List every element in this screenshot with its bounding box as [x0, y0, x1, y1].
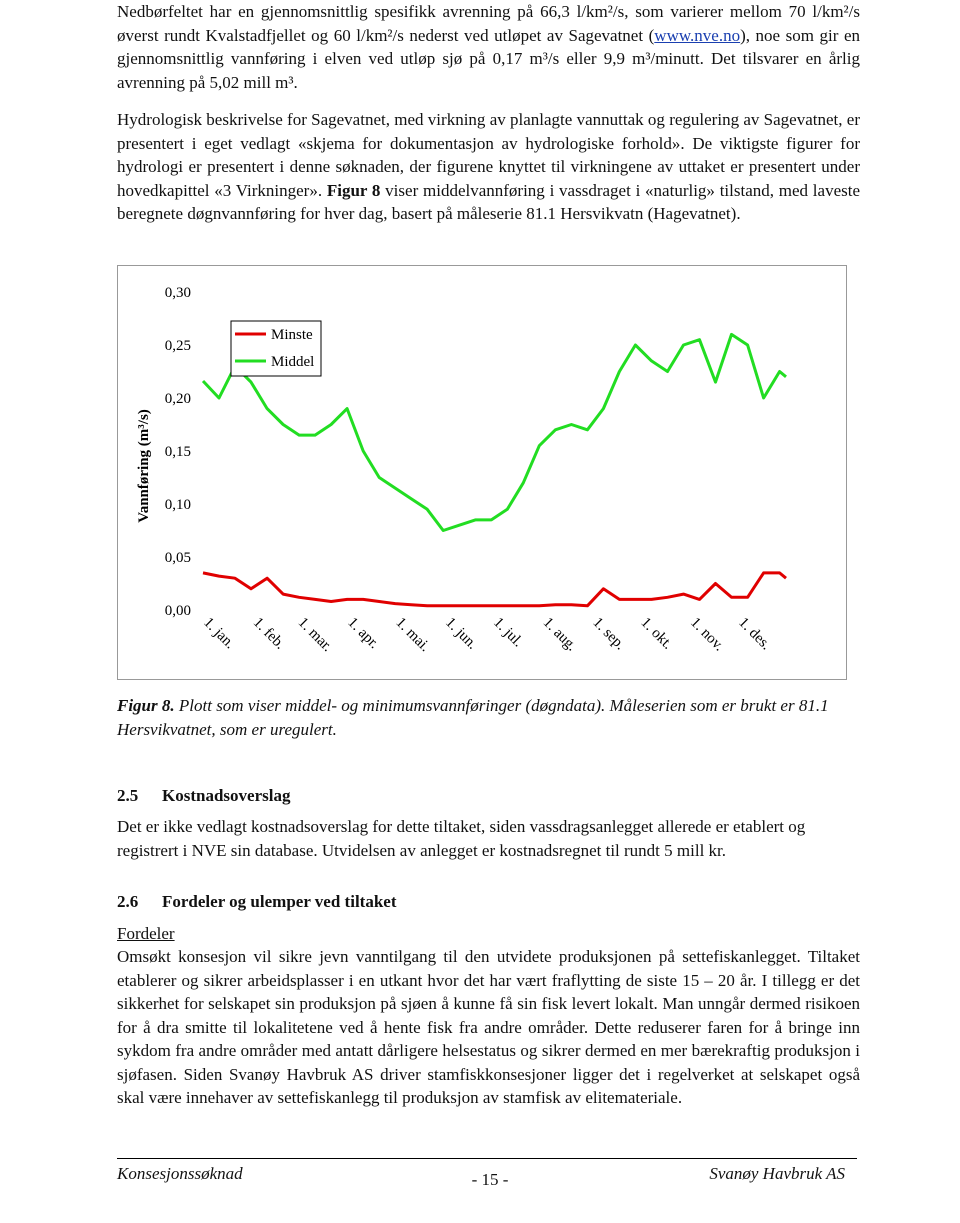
x-tick-label: 1. jul. [490, 615, 526, 651]
legend-label: Middel [271, 354, 314, 370]
x-tick-label: 1. apr. [344, 615, 382, 653]
x-tick-label: 1. des. [735, 615, 774, 654]
chart: 0,00 0,05 0,10 0,15 0,20 0,25 0,30 1. jan. 1. fe… [136, 285, 787, 655]
y-tick-label: 0,10 [165, 497, 191, 513]
paragraph: Hydrologisk beskrivelse for Sagevatnet, … [117, 108, 860, 226]
legend-label: Minste [271, 327, 313, 343]
x-tick-label: 1. sep. [589, 615, 628, 654]
x-tick-label: 1. nov. [687, 615, 727, 655]
x-tick-label: 1. feb. [250, 615, 288, 653]
footer-right: Svanøy Havbruk AS [709, 1164, 845, 1183]
series-line [202, 571, 787, 608]
x-tick-label: 1. okt. [637, 615, 675, 653]
section-heading: 2.5 Kostnadsoverslag [117, 784, 290, 808]
paragraph: Det er ikke vedlagt kostnadsoverslag for… [117, 817, 806, 860]
series-line [201, 332, 787, 532]
y-tick-label: 0,05 [165, 550, 191, 566]
section-title: Fordeler og ulemper ved tiltaket [162, 892, 397, 911]
x-tick-label: 1. jun. [442, 615, 480, 653]
figure-ref: Figur 8 [326, 180, 381, 200]
x-tick-label: 1. jan. [200, 615, 238, 653]
caption-text: Plott som viser middel- og minimumsvannf… [117, 696, 829, 739]
y-tick-label: 0,25 [165, 338, 191, 354]
y-tick-label: 0,15 [165, 444, 191, 460]
section-number: 2.5 [117, 786, 139, 805]
section-number: 2.6 [117, 892, 139, 911]
caption: Figur 8. Plott som viser middel- og mini… [117, 694, 860, 741]
paragraph: Nedbørfeltet har en gjennomsnittlig spes… [117, 0, 860, 94]
y-tick-label: 0,00 [165, 603, 191, 619]
y-tick-label: 0,20 [165, 391, 191, 407]
text: Nedbørfeltet har en gjennomsnittlig spes… [117, 2, 860, 45]
x-tick-label: 1. mai. [392, 615, 432, 655]
text: Hydrologisk beskrivelse for Sagevatnet, … [117, 110, 860, 200]
paragraph: Omsøkt konsesjon vil sikre jevn vanntilg… [117, 947, 860, 1107]
text: viser middelvannføring i vassdraget i «n… [117, 180, 860, 224]
footer-left: Konsesjonssøknad [117, 1164, 243, 1183]
link[interactable]: www.nve.no [654, 25, 741, 45]
footer-rule [117, 1158, 857, 1159]
x-tick-label: 1. aug. [540, 615, 580, 655]
section-heading: 2.6 Fordeler og ulemper ved tiltaket [117, 890, 397, 914]
y-tick-label: 0,30 [165, 285, 191, 301]
section-title: Kostnadsoverslag [162, 786, 291, 805]
chart-frame: 0,00 0,05 0,10 0,15 0,20 0,25 0,30 1. jan. 1. fe… [117, 265, 847, 680]
y-axis-title: Vannføring (m³/s) [136, 409, 152, 523]
x-tick-label: 1. mar. [295, 615, 335, 655]
text: ), noe som gir en gjennomsnittlig vannfø… [117, 25, 860, 92]
page-number: - 15 - [471, 1170, 509, 1189]
caption-label: Figur 8. [117, 696, 175, 715]
subheading: Fordeler [117, 924, 175, 943]
legend: Minste Middel [230, 320, 322, 377]
legend-box [230, 320, 322, 377]
